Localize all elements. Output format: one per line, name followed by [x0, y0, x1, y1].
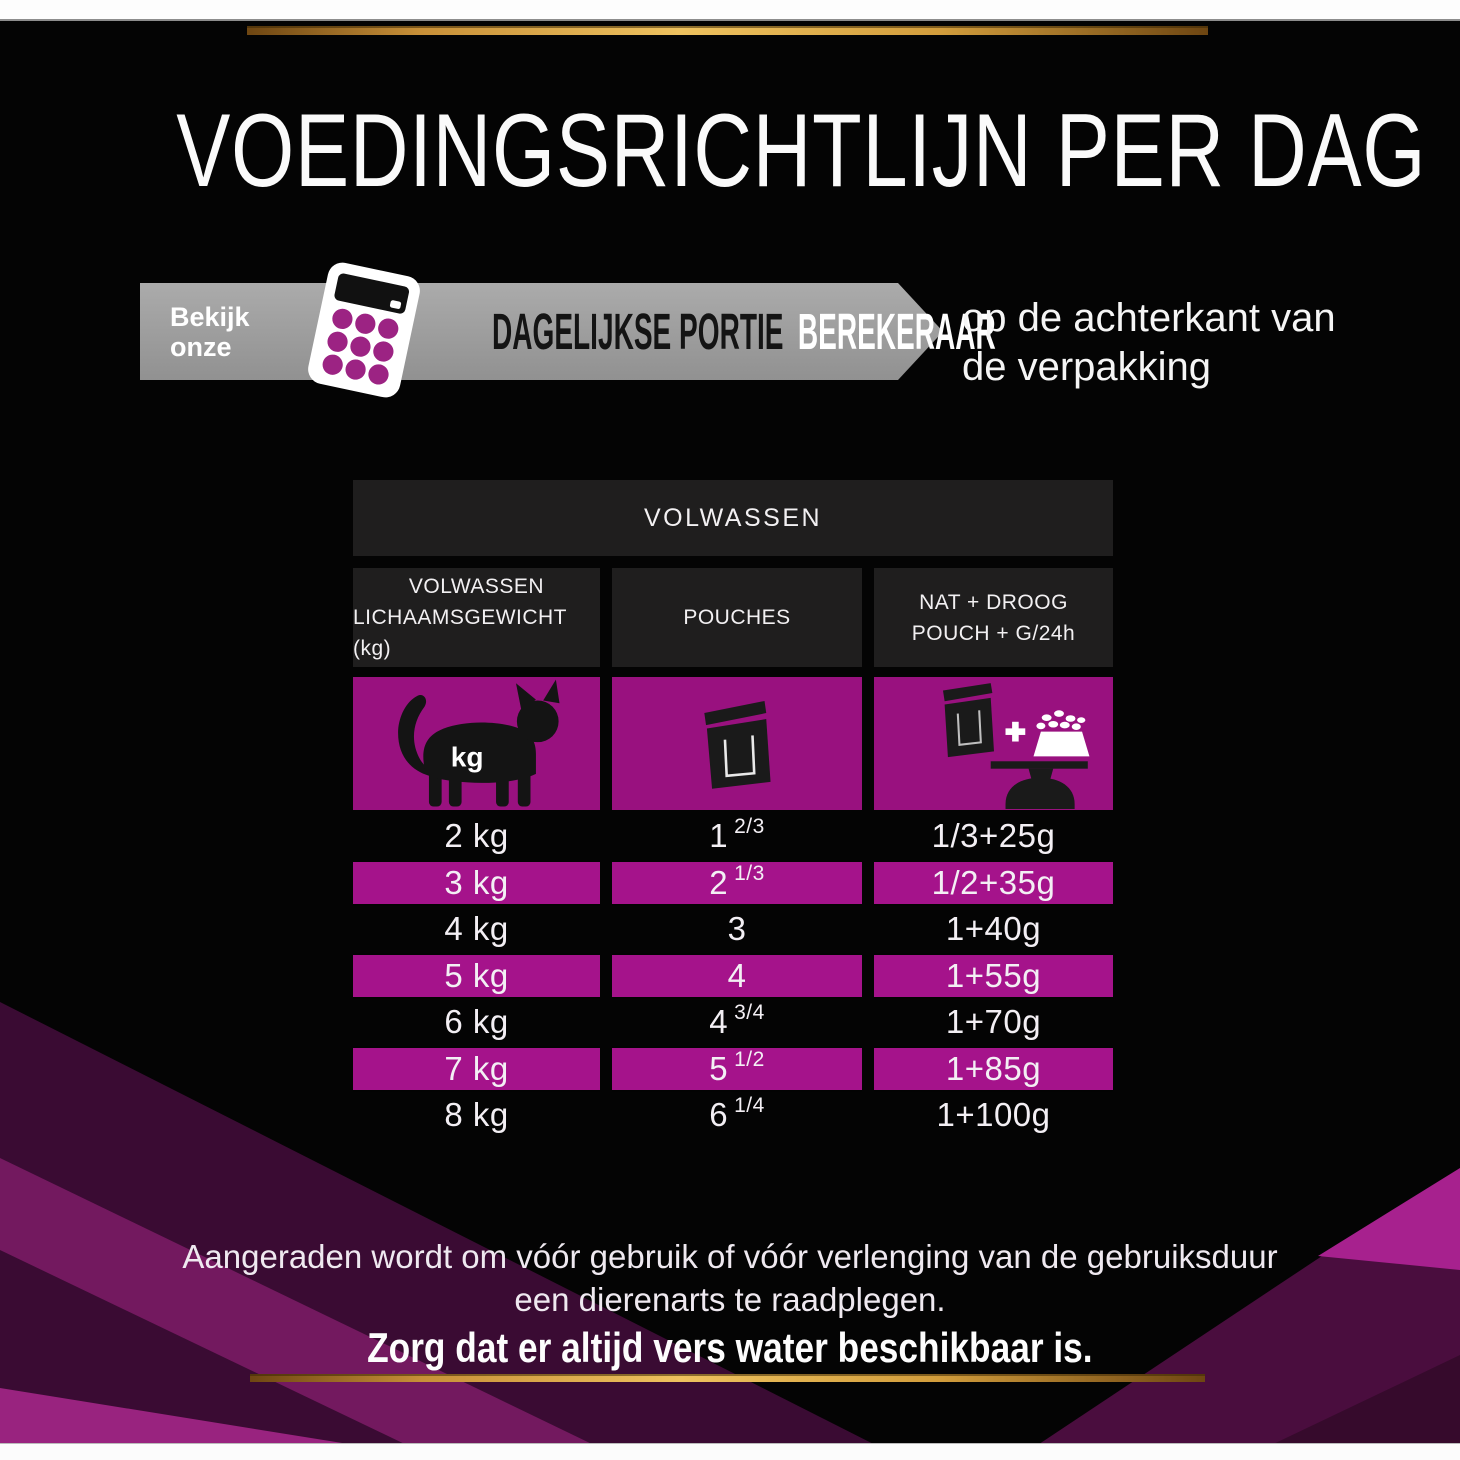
pouches-value: 5 1/2 [612, 1045, 862, 1092]
wet-dry-value: 1+70g [945, 1003, 1042, 1041]
vet-advice-line2: een dierenarts te raadplegen. [514, 1281, 946, 1318]
pouch-icon [612, 677, 862, 810]
weight-value: 7 kg [353, 1045, 600, 1092]
top-gold-rule [247, 26, 1208, 35]
weight-value: 3 kg [353, 859, 600, 906]
table-icon-row: kg [353, 677, 1113, 810]
table-group-header: VOLWASSEN [353, 480, 1113, 556]
pouch-plus-bowl-scale-icon [874, 677, 1113, 810]
page-title: VOEDINGSRICHTLIJN PER DAG [176, 93, 1427, 209]
pouches-value: 1 2/3 [709, 815, 765, 855]
wet-dry-value: 1/3+25g [931, 817, 1056, 855]
cat-weight-icon: kg [353, 677, 600, 810]
ribbon-label: DAGELIJKSE PORTIE BEREKERAAR [492, 283, 1408, 380]
cat-kg-label: kg [450, 741, 483, 772]
weight-value: 4 kg [444, 910, 509, 948]
table-row: 6 kg 4 3/4 1+70g [353, 999, 1113, 1046]
column-header-wet-dry: NAT + DROOG POUCH + G/24h [874, 568, 1113, 667]
wet-dry-value: 1+85g [874, 1045, 1113, 1092]
pouches-value: 3 [727, 910, 747, 948]
ribbon-intro-text: Bekijk onze [170, 301, 250, 362]
table-row: 5 kg 4 1+55g [353, 952, 1113, 999]
column-header-pouches: POUCHES [612, 568, 862, 667]
table-column-headers: VOLWASSEN LICHAAMSGEWICHT (kg) POUCHES N… [353, 568, 1113, 667]
ribbon-label-light: BEREKERAAR [797, 303, 996, 360]
top-white-strip [0, 0, 1460, 21]
weight-value: 5 kg [353, 952, 600, 999]
wet-dry-value: 1+100g [936, 1096, 1051, 1134]
table-row: 3 kg 2 1/3 1/2+35g [353, 859, 1113, 906]
calculator-icon [308, 262, 420, 398]
feeding-table: VOLWASSEN VOLWASSEN LICHAAMSGEWICHT (kg)… [353, 480, 1113, 1139]
table-row: 2 kg 1 2/3 1/3+25g [353, 813, 1113, 860]
table-row: 7 kg 5 1/2 1+85g [353, 1045, 1113, 1092]
table-row: 8 kg 6 1/4 1+100g [353, 1092, 1113, 1139]
fresh-water-note: Zorg dat er altijd vers water beschikbaa… [367, 1324, 1093, 1371]
weight-value: 6 kg [444, 1003, 509, 1041]
pouches-value: 2 1/3 [612, 859, 862, 906]
wet-dry-value: 1/2+35g [874, 859, 1113, 906]
bottom-gold-rule [250, 1374, 1205, 1382]
table-row: 4 kg 3 1+40g [353, 906, 1113, 953]
weight-value: 8 kg [444, 1096, 509, 1134]
wet-dry-value: 1+55g [874, 952, 1113, 999]
weight-value: 2 kg [444, 817, 509, 855]
bottom-white-strip [0, 1443, 1460, 1460]
table-rows: 2 kg 1 2/3 1/3+25g 3 kg 2 1/3 1/2+35g 4 kg… [353, 813, 1113, 1139]
ribbon-suffix-text: op de achterkant van de verpakking [962, 296, 1336, 389]
calculator-ribbon [140, 283, 943, 380]
vet-advice-line1: Aangeraden wordt om vóór gebruik of vóór… [182, 1238, 1278, 1275]
column-header-weight: VOLWASSEN LICHAAMSGEWICHT (kg) [353, 568, 600, 667]
ribbon-label-dark: DAGELIJKSE PORTIE [492, 303, 784, 360]
pouches-value: 6 1/4 [709, 1094, 765, 1134]
pouches-value: 4 [612, 952, 862, 999]
wet-dry-value: 1+40g [945, 910, 1042, 948]
pouches-value: 4 3/4 [709, 1001, 765, 1041]
